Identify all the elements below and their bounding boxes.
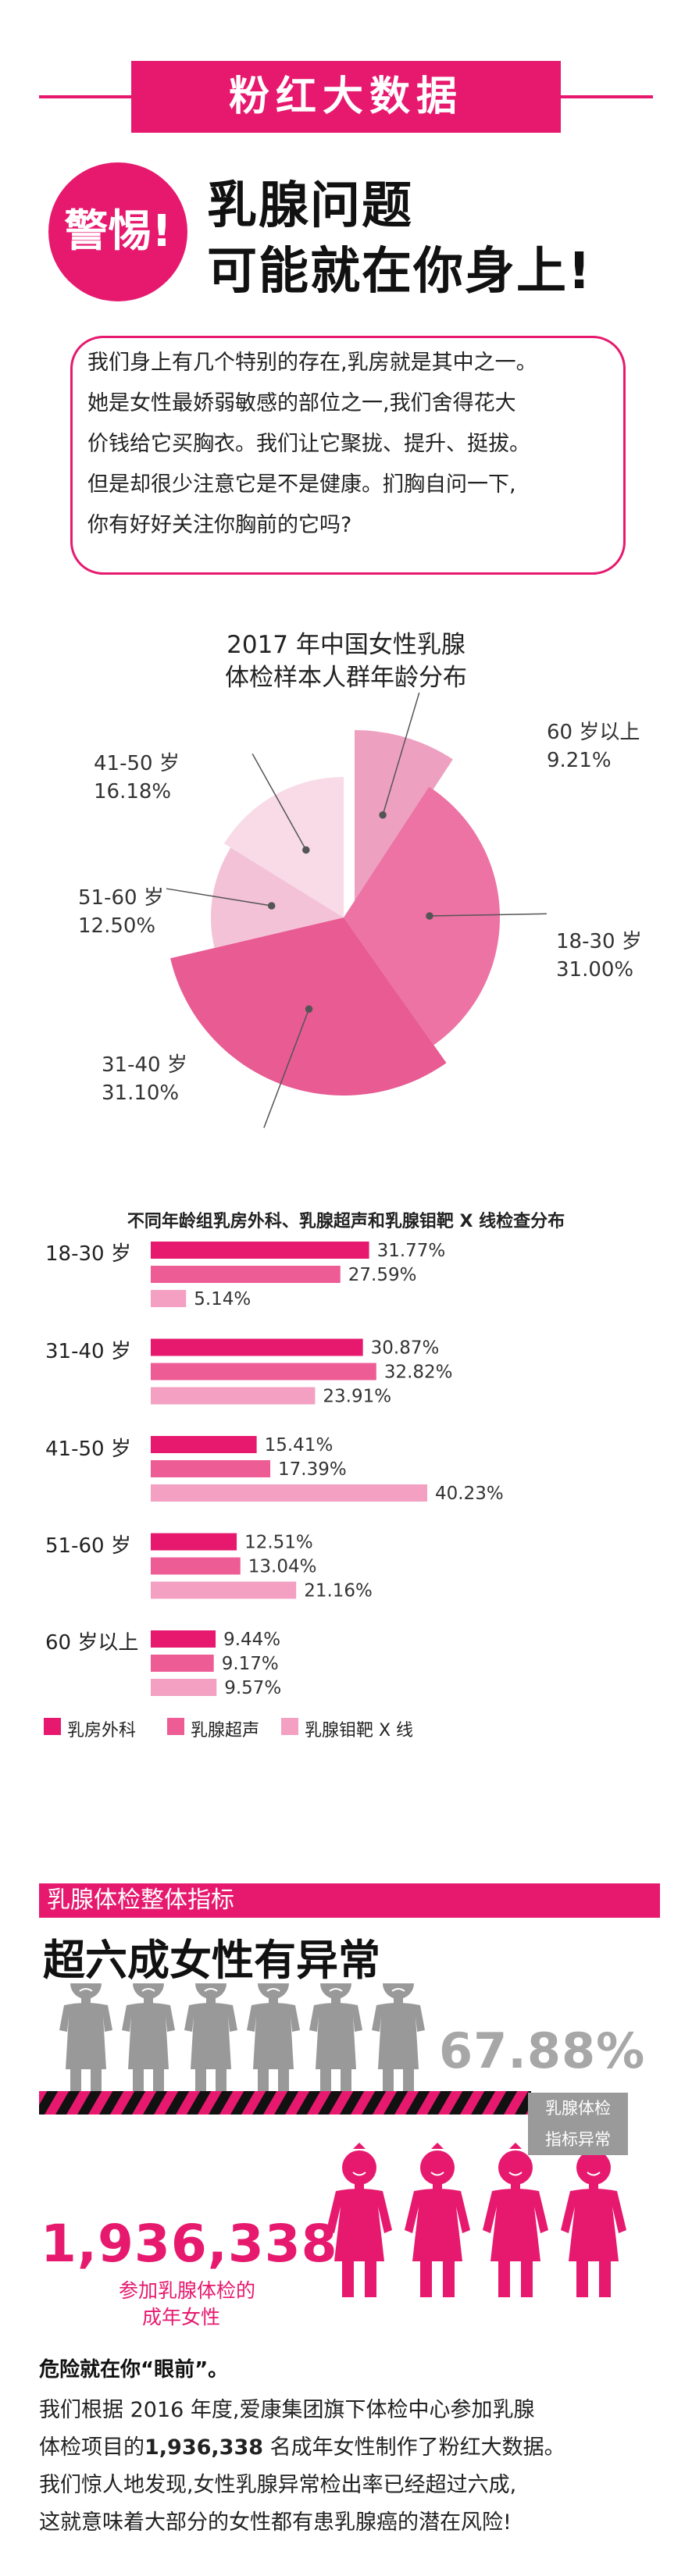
bar-value-label: 21.16% [304, 1581, 373, 1602]
conclusion-text: 体检项目的1,936,338 名成年女性制作了粉红大数据。 [39, 2435, 565, 2460]
bar [151, 1338, 363, 1356]
bar [151, 1630, 216, 1648]
intro-box [70, 336, 626, 575]
pie-label-51-60: 51-60 岁 12.50% [78, 886, 164, 938]
legend-label: 乳腺超声 [191, 1721, 260, 1740]
bar-value-label: 9.17% [222, 1654, 279, 1674]
women-infographic [39, 1983, 627, 2298]
pie-leader-dot [426, 912, 433, 920]
participant-count: 1,936,338 [41, 2214, 338, 2274]
pie-leader-dot [379, 811, 387, 819]
bar-value-label: 31.77% [377, 1241, 446, 1261]
pie-label-31-40: 31-40 岁 31.10% [102, 1053, 187, 1105]
legend-label: 乳腺钼靶 X 线 [305, 1721, 414, 1740]
pie-chart [166, 692, 547, 1128]
pie-slice [211, 847, 344, 948]
pie-title: 2017 年中国女性乳腺 [227, 631, 465, 659]
intro-text: 价钱给它买胸衣。我们让它聚拢、提升、挺拔。 [87, 432, 530, 456]
legend-swatch-surgery [44, 1718, 61, 1735]
legend-swatch-xray [281, 1718, 298, 1735]
bar-value-label: 13.04% [248, 1557, 317, 1577]
legend-swatch-ultrasound [167, 1718, 184, 1735]
section-bar [39, 1883, 660, 1918]
page-banner: 粉红大数据 [131, 61, 561, 133]
abnormal-label-box: 乳腺体检 指标异常 [528, 2093, 628, 2155]
section-subhead: 超六成女性有异常 [43, 1936, 380, 1985]
bar-value-label: 32.82% [384, 1363, 453, 1383]
bar [151, 1679, 217, 1696]
bar [151, 1363, 376, 1381]
bar [151, 1266, 341, 1283]
bar-value-label: 23.91% [323, 1387, 391, 1407]
pie-slice [223, 777, 344, 917]
bar [151, 1655, 214, 1672]
headline-line-1: 乳腺问题 [207, 177, 413, 235]
bar-value-label: 40.23% [435, 1484, 504, 1504]
participant-caption: 参加乳腺体检的 [119, 2279, 256, 2302]
bar-value-label: 17.39% [278, 1459, 347, 1480]
pie-label-18-30: 18-30 岁 31.00% [556, 930, 642, 982]
bar-chart: 31.77% 27.59% 5.14% 30.87% 32.82% 23.91% 15.41… [151, 1241, 504, 1698]
participant-caption: 成年女性 [142, 2306, 221, 2328]
warning-badge: 警惕! [48, 162, 187, 301]
bar-value-label: 27.59% [348, 1265, 417, 1285]
intro-text: 我们身上有几个特别的存在,乳房就是其中之一。 [87, 351, 537, 375]
bar [151, 1581, 297, 1599]
bar [151, 1387, 316, 1405]
bar-category-label: 60 岁以上 [45, 1631, 139, 1655]
section-title: 乳腺体检整体指标 [47, 1887, 234, 1914]
bar [151, 1533, 237, 1551]
danger-heading: 危险就在你“眼前”。 [39, 2358, 229, 2382]
bar-category-label: 18-30 岁 [45, 1242, 131, 1266]
bar-category-label: 31-40 岁 [45, 1340, 131, 1363]
pie-leader-line [263, 1008, 310, 1128]
bar [151, 1242, 369, 1259]
pie-label-41-50: 41-50 岁 16.18% [94, 752, 180, 803]
bar [151, 1460, 271, 1477]
bar-category-label: 41-50 岁 [45, 1438, 131, 1461]
bar [151, 1290, 187, 1307]
pie-leader-line [429, 913, 547, 917]
pie-slice [344, 786, 500, 1046]
conclusion-text: 这就意味着大部分的女性都有患乳腺癌的潜在风险! [39, 2510, 512, 2535]
pie-subtitle: 体检样本人群年龄分布 [225, 664, 467, 692]
legend-label: 乳房外科 [67, 1721, 137, 1740]
pie-leader-dot [302, 846, 310, 854]
headline-line-2: 可能就在你身上! [207, 243, 593, 301]
pie-leader-line [251, 753, 307, 850]
bar [151, 1484, 428, 1502]
bar-value-label: 15.41% [265, 1435, 334, 1455]
intro-text: 你有好好关注你胸前的它吗? [87, 513, 352, 537]
conclusion-text: 我们惊人地发现,女性乳腺异常检出率已经超过六成, [39, 2473, 517, 2497]
bar-value-label: 9.57% [224, 1678, 281, 1698]
conclusion-text: 我们根据 2016 年度,爱康集团旗下体检中心参加乳腺 [39, 2398, 535, 2422]
intro-text: 但是却很少注意它是不是健康。扪胸自问一下, [87, 472, 516, 497]
bar-value-label: 9.44% [223, 1630, 280, 1650]
bar-value-label: 5.14% [194, 1289, 251, 1309]
bar [151, 1436, 257, 1453]
intro-text: 她是女性最娇弱敏感的部位之一,我们舍得花大 [87, 391, 516, 415]
bar [151, 1557, 241, 1575]
bar-chart-title: 不同年龄组乳房外科、乳腺超声和乳腺钼靶 X 线检查分布 [127, 1212, 565, 1231]
pie-leader-dot [305, 1005, 313, 1014]
bar-category-label: 51-60 岁 [45, 1534, 131, 1558]
bar-value-label: 30.87% [371, 1338, 440, 1359]
pie-leader-line [382, 692, 420, 815]
pie-leader-line [166, 888, 272, 907]
abnormal-percent: 67.88% [439, 2022, 646, 2079]
pie-leader-dot [267, 902, 276, 910]
pie-label-60plus: 60 岁以上 9.21% [547, 721, 640, 772]
bar-value-label: 12.51% [244, 1533, 313, 1553]
